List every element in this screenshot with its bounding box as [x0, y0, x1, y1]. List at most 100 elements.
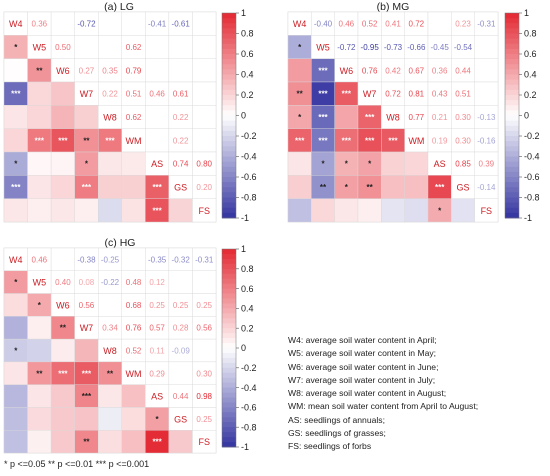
- colorbar-segment: [222, 263, 236, 270]
- colorbar-segment: [222, 338, 236, 344]
- significance-stars: *: [298, 113, 302, 122]
- value-cell: [168, 270, 193, 294]
- colorbar-segment: [505, 202, 519, 209]
- correlation-cell: [98, 430, 122, 454]
- colorbar-segment: [505, 212, 519, 219]
- correlation-cell: [50, 338, 75, 363]
- colorbar-segment: [222, 367, 236, 374]
- colorbar-segment: [222, 89, 236, 96]
- correlation-cell: [50, 151, 75, 176]
- correlation-value: -0.22: [101, 278, 120, 287]
- correlation-value: 0.35: [102, 66, 118, 75]
- correlation-value: 0.25: [196, 415, 212, 424]
- variable-label: W6: [56, 66, 70, 76]
- colorbar-segment: [222, 417, 236, 423]
- significance-stars: *: [345, 183, 349, 192]
- correlation-cell: [74, 198, 99, 223]
- colorbar-tick-label: 0: [241, 111, 246, 121]
- variable-label: W4: [293, 19, 307, 29]
- variable-label: AS: [151, 159, 163, 169]
- legend-entry: AS: seedlings of annuals;: [288, 414, 385, 425]
- correlation-cell: [121, 175, 146, 199]
- significance-stars: ***: [35, 136, 45, 145]
- colorbar-segment: [505, 115, 519, 122]
- correlation-cell: [98, 151, 122, 176]
- correlation-cell: [27, 151, 52, 176]
- value-cell: [192, 81, 217, 106]
- colorbar-tick-label: 0.6: [241, 49, 254, 59]
- colorbar-segment: [222, 28, 236, 34]
- legend-entry: W8: average soil water content in August…: [288, 388, 447, 399]
- diagonal-cell: [192, 198, 217, 223]
- colorbar-segment: [222, 372, 236, 379]
- correlation-value: 0.48: [126, 278, 142, 287]
- colorbar-segment: [222, 141, 236, 147]
- variable-label: WM: [408, 136, 424, 146]
- colorbar-segment: [222, 397, 236, 403]
- colorbar-tick-label: 1: [524, 8, 529, 18]
- significance-stars: ***: [318, 136, 328, 145]
- colorbar-segment: [222, 38, 236, 45]
- colorbar-segment: [222, 308, 236, 314]
- colorbar-segment: [505, 182, 519, 188]
- colorbar-tick-label: 0.8: [241, 264, 254, 274]
- value-cell: [50, 11, 75, 36]
- variable-label: W8: [103, 346, 117, 356]
- significance-stars: ***: [388, 136, 398, 145]
- variable-label: GS: [174, 414, 187, 424]
- significance-stars: *: [156, 415, 160, 424]
- colorbar-segment: [505, 100, 519, 106]
- colorbar-segment: [505, 146, 519, 152]
- correlation-value: 0.28: [173, 324, 189, 333]
- colorbar-segment: [222, 105, 236, 111]
- correlation-cell: [50, 430, 75, 454]
- correlation-value: 0.62: [126, 43, 142, 52]
- correlation-cell: [357, 198, 382, 223]
- correlation-value: 0.79: [126, 66, 142, 75]
- correlation-cell: [3, 293, 28, 317]
- correlation-cell: [98, 407, 122, 431]
- correlation-cell: [74, 338, 99, 363]
- correlation-value: 0.77: [409, 113, 425, 122]
- variable-label: W8: [386, 113, 400, 123]
- colorbar-segment: [505, 69, 519, 75]
- value-cell: [474, 35, 499, 59]
- colorbar-segment: [222, 212, 236, 219]
- colorbar-tick-label: -0.2: [241, 363, 257, 373]
- colorbar-segment: [222, 197, 236, 204]
- significance-stars: ***: [11, 90, 21, 99]
- diagonal-cell: [192, 430, 217, 454]
- colorbar-segment: [222, 392, 236, 398]
- significance-stars: *: [14, 160, 18, 169]
- significance-stars: **: [320, 183, 327, 192]
- variable-label: W4: [9, 255, 23, 265]
- colorbar-segment: [222, 74, 236, 81]
- correlation-cell: [381, 175, 405, 199]
- correlation-value: 0.11: [150, 347, 166, 356]
- colorbar-segment: [222, 100, 236, 106]
- variable-label: W6: [340, 66, 354, 76]
- correlation-value: 0.25: [149, 301, 165, 310]
- colorbar-segment: [222, 318, 236, 324]
- colorbar-segment: [505, 120, 519, 127]
- colorbar-segment: [505, 161, 519, 168]
- correlation-cell: [287, 151, 312, 176]
- correlation-value: 0.12: [149, 278, 165, 287]
- correlation-cell: [50, 407, 75, 431]
- variable-label: W7: [80, 89, 94, 99]
- correlation-cell: [121, 430, 146, 454]
- legend-entry: W7: average soil water content in July;: [288, 374, 436, 385]
- colorbar-segment: [505, 192, 519, 198]
- colorbar-tick-label: 0: [241, 343, 246, 353]
- significance-stars: *: [321, 160, 325, 169]
- correlation-cell: [404, 175, 429, 199]
- significance-stars: ***: [82, 392, 92, 401]
- value-cell: [74, 35, 99, 59]
- colorbar-segment: [222, 268, 236, 275]
- colorbar-tick-label: -1: [241, 213, 249, 223]
- correlation-value: 0.56: [196, 324, 212, 333]
- correlation-value: -0.31: [195, 255, 214, 264]
- colorbar-tick-label: -1: [524, 213, 532, 223]
- significance-stars: *: [14, 278, 18, 287]
- correlation-cell: [74, 407, 99, 431]
